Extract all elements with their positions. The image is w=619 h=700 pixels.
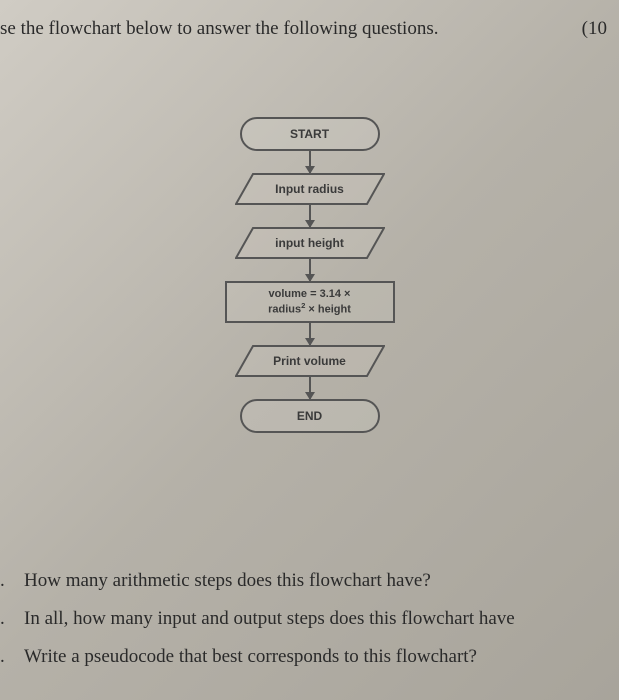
node-process-volume: volume = 3.14 × radius2 × height — [225, 281, 395, 323]
question-marker: . — [0, 638, 5, 676]
question-text: Write a pseudocode that best corresponds… — [24, 646, 477, 667]
arrow-icon — [309, 205, 311, 227]
instruction-points: (10 — [582, 18, 607, 40]
question-list: . How many arithmetic steps does this fl… — [0, 562, 619, 676]
question-text: In all, how many input and output steps … — [24, 608, 515, 629]
question-a: . How many arithmetic steps does this fl… — [0, 562, 619, 600]
node-end: END — [240, 399, 380, 433]
node-input-height: input height — [235, 227, 385, 259]
node-print-volume-label: Print volume — [235, 354, 385, 368]
process-line2: radius2 × height — [268, 301, 351, 317]
arrow-icon — [309, 323, 311, 345]
question-b: . In all, how many input and output step… — [0, 600, 619, 638]
node-start: START — [240, 117, 380, 151]
arrow-icon — [309, 377, 311, 399]
question-marker: . — [0, 600, 5, 638]
process-line2-post: × height — [305, 304, 351, 316]
process-line1: volume = 3.14 × — [269, 287, 351, 301]
flowchart: START Input radius input height volume =… — [200, 117, 420, 433]
instruction-text: se the flowchart below to answer the fol… — [0, 18, 438, 40]
node-start-label: START — [290, 127, 329, 141]
question-marker: . — [0, 562, 5, 600]
node-input-radius: Input radius — [235, 173, 385, 205]
question-c: . Write a pseudocode that best correspon… — [0, 638, 619, 676]
node-input-height-label: input height — [235, 236, 385, 250]
page-surface: se the flowchart below to answer the fol… — [0, 0, 619, 700]
process-line2-pre: radius — [268, 304, 301, 316]
question-text: How many arithmetic steps does this flow… — [24, 570, 431, 591]
arrow-icon — [309, 259, 311, 281]
node-input-radius-label: Input radius — [235, 182, 385, 196]
node-end-label: END — [297, 409, 322, 423]
node-print-volume: Print volume — [235, 345, 385, 377]
arrow-icon — [309, 151, 311, 173]
